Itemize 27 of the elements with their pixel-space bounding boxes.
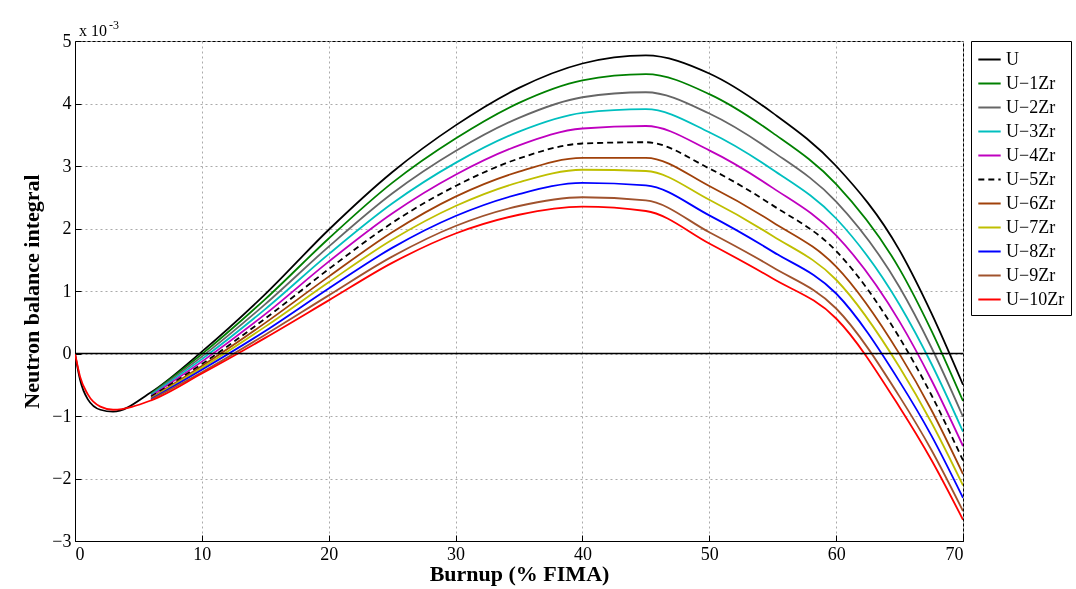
y-tick-label: −1 — [52, 405, 72, 426]
x-tick-label: 50 — [700, 543, 719, 564]
y-tick-label: −2 — [52, 468, 72, 488]
x-tick-label: 10 — [193, 543, 212, 564]
legend-label: U−9Zr — [1006, 264, 1056, 285]
legend-label: U−1Zr — [1006, 72, 1056, 93]
y-tick-label: 4 — [62, 93, 72, 113]
x-tick-label: 20 — [320, 543, 339, 564]
legend-label: U−3Zr — [1006, 120, 1056, 141]
legend-label: U−7Zr — [1006, 216, 1056, 237]
y-tick-label: 5 — [62, 30, 72, 51]
legend-label: U−10Zr — [1006, 288, 1065, 309]
legend-label: U−6Zr — [1006, 192, 1056, 213]
y-tick-label: 2 — [62, 218, 72, 238]
y-tick-label: 3 — [62, 155, 72, 176]
x-tick-label: 0 — [75, 543, 85, 564]
y-tick-label: −3 — [52, 530, 72, 551]
x-tick-label: 70 — [945, 543, 964, 564]
legend-label: U−4Zr — [1006, 144, 1056, 165]
legend-label: U−5Zr — [1006, 168, 1056, 189]
legend-label: U−2Zr — [1006, 96, 1056, 117]
y-tick-label: 0 — [62, 343, 72, 363]
x-tick-label: 60 — [827, 543, 846, 564]
legend-label: U−8Zr — [1006, 240, 1056, 261]
y-axis-title: Neutron balance integral — [19, 174, 45, 409]
y-tick-label: 1 — [62, 280, 72, 301]
legend-label: U — [1006, 48, 1019, 69]
